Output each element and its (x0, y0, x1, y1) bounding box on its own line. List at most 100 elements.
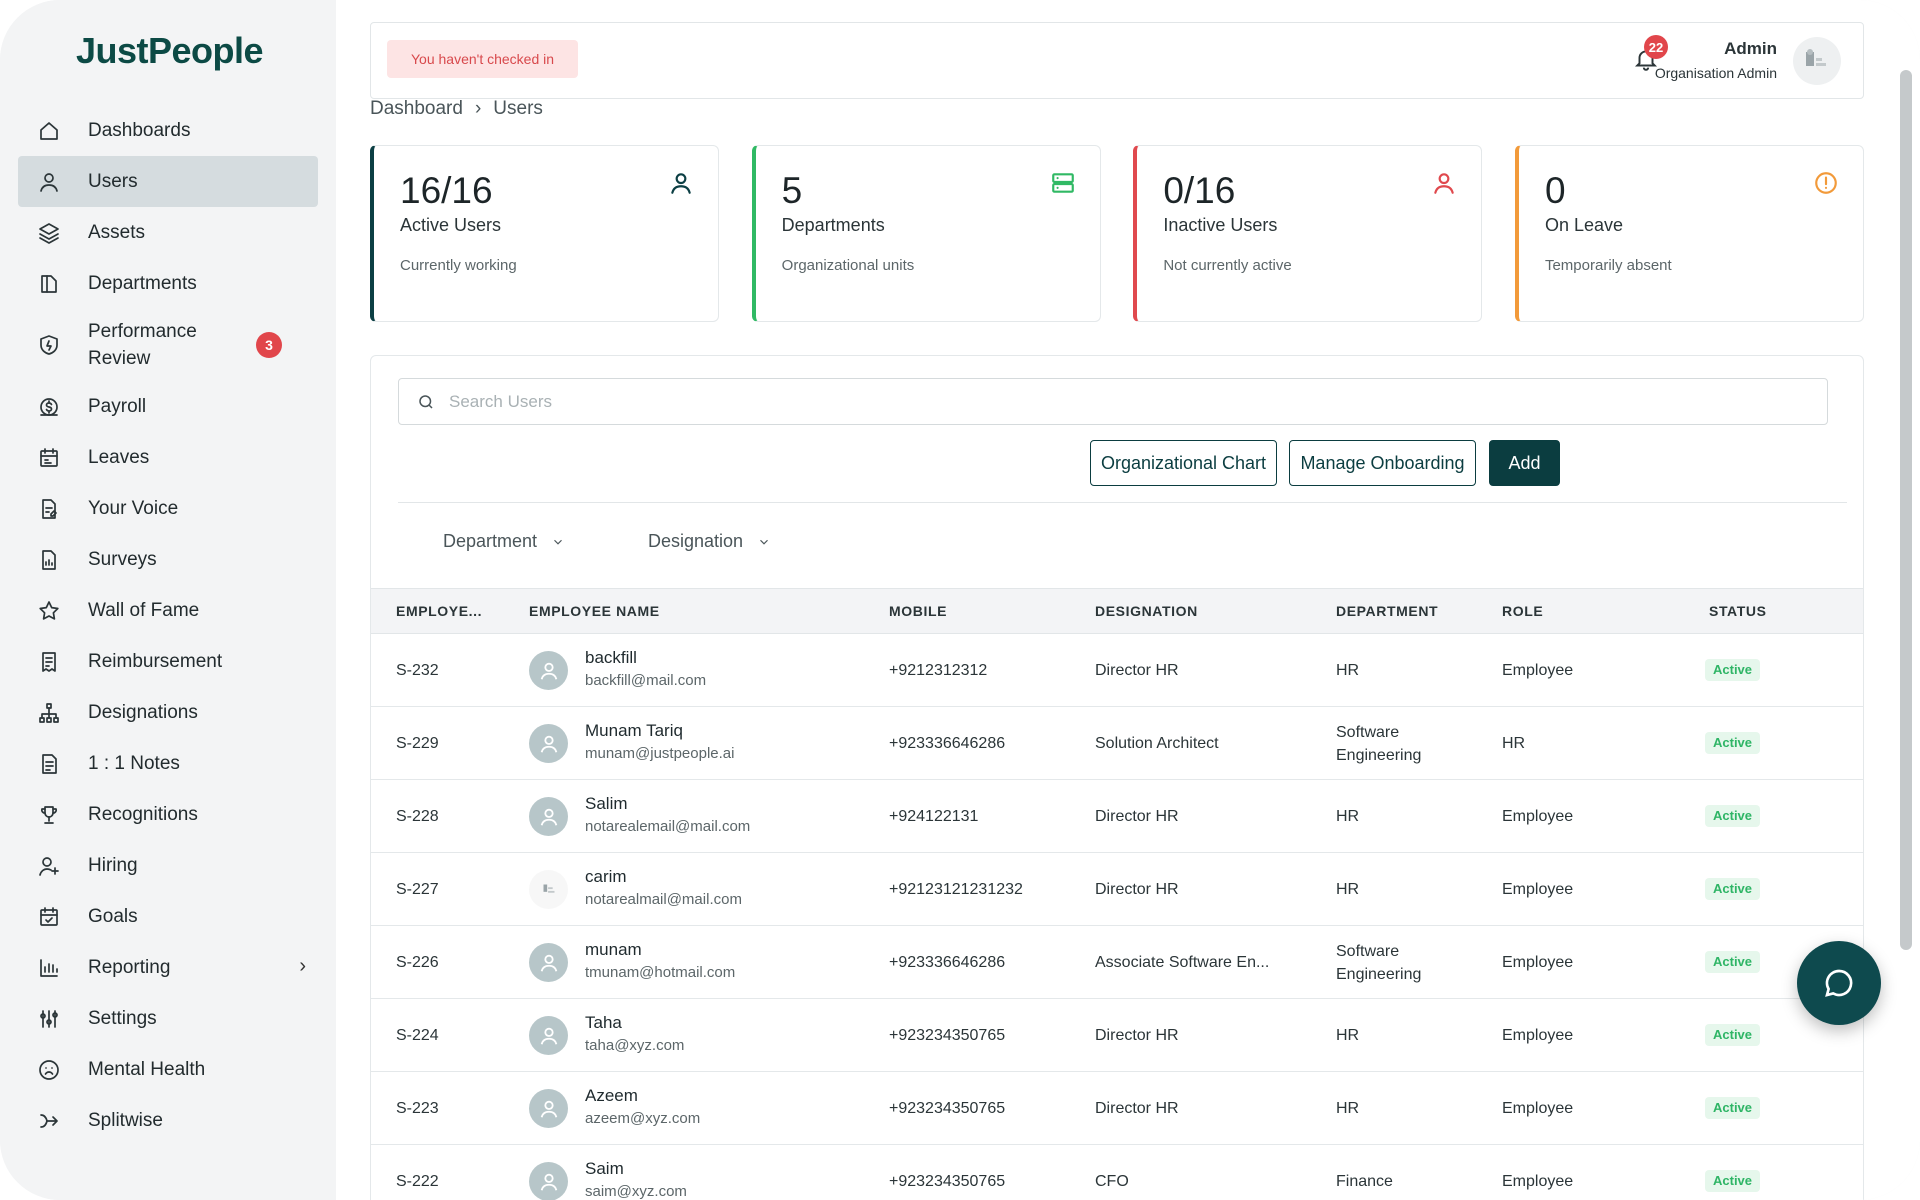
sidebar-item-label: 1 : 1 Notes (88, 753, 180, 774)
manage-onboarding-button[interactable]: Manage Onboarding (1289, 440, 1476, 486)
organizational-chart-button[interactable]: Organizational Chart (1090, 440, 1277, 486)
column-header-employee-id[interactable]: EMPLOYE... (396, 603, 483, 619)
stat-card-active-users[interactable]: 16/16 Active Users Currently working (370, 145, 719, 322)
chat-bubble-icon (1825, 969, 1853, 997)
sidebar-item-label: Splitwise (88, 1110, 163, 1131)
employee-email: azeem@xyz.com (585, 1110, 701, 1127)
employee-id: S-223 (396, 1099, 439, 1117)
designation-filter[interactable]: Designation (648, 531, 771, 552)
sidebar-item-surveys[interactable]: Surveys (18, 534, 318, 585)
sidebar-item-mental-health[interactable]: Mental Health (18, 1044, 318, 1095)
brand-logo[interactable]: JustPeople (76, 30, 264, 71)
avatar (529, 870, 568, 909)
status-badge: Active (1705, 659, 1761, 681)
sidebar-item-reimbursement[interactable]: Reimbursement (18, 636, 318, 687)
sidebar-item-departments[interactable]: Departments (18, 258, 318, 309)
document-edit-icon (36, 496, 62, 522)
sidebar-item-reporting[interactable]: Reporting › (18, 942, 318, 993)
sidebar-item-dashboards[interactable]: Dashboards (18, 105, 318, 156)
search-input[interactable] (449, 391, 1749, 412)
sidebar-item-label: Wall of Fame (88, 600, 200, 621)
table-row[interactable]: S-229 Munam Tariq munam@justpeople.ai +9… (371, 707, 1863, 780)
employee-designation: Associate Software En... (1095, 953, 1270, 971)
sidebar-item-recognitions[interactable]: Recognitions (18, 789, 318, 840)
search-box (398, 378, 1828, 425)
employee-name-cell[interactable]: Salim notarealemail@mail.com (585, 792, 750, 838)
sidebar-item-1-1-notes[interactable]: 1 : 1 Notes (18, 738, 318, 789)
scrollbar[interactable] (1900, 70, 1912, 950)
employee-name-cell[interactable]: Azeem azeem@xyz.com (585, 1084, 700, 1130)
chevron-right-icon[interactable]: › (299, 955, 306, 977)
sidebar-item-splitwise[interactable]: Splitwise (18, 1095, 318, 1146)
sidebar-item-settings[interactable]: Settings (18, 993, 318, 1044)
sidebar-item-your-voice[interactable]: Your Voice (18, 483, 318, 534)
employee-designation: Director HR (1095, 807, 1179, 825)
column-header-mobile[interactable]: MOBILE (889, 603, 948, 619)
column-header-status[interactable]: STATUS (1709, 603, 1767, 619)
employee-name: Munam Tariq (585, 721, 683, 740)
table-row[interactable]: S-226 munam tmunam@hotmail.com +92333664… (371, 926, 1863, 999)
table-row[interactable]: S-228 Salim notarealemail@mail.com +9241… (371, 780, 1863, 853)
breadcrumb-separator: › (474, 98, 482, 119)
table-row[interactable]: S-223 Azeem azeem@xyz.com +923234350765 … (371, 1072, 1863, 1145)
users-table-panel: Organizational Chart Manage Onboarding A… (370, 355, 1864, 1200)
stat-card-inactive-users[interactable]: 0/16 Inactive Users Not currently active (1133, 145, 1483, 322)
employee-department: HR (1336, 1100, 1360, 1117)
sidebar-item-assets[interactable]: Assets (18, 207, 318, 258)
column-header-designation[interactable]: DESIGNATION (1095, 603, 1198, 619)
table-row[interactable]: S-222 Saim saim@xyz.com +923234350765 CF… (371, 1145, 1863, 1200)
employee-name-cell[interactable]: carim notarealmail@mail.com (585, 865, 742, 911)
employee-name: Taha (585, 1013, 622, 1032)
employee-designation: Director HR (1095, 661, 1179, 679)
chat-button[interactable] (1797, 941, 1881, 1025)
employee-name: carim (585, 867, 627, 886)
sidebar-item-users[interactable]: Users (18, 156, 318, 207)
column-header-role[interactable]: ROLE (1502, 603, 1544, 619)
table-row[interactable]: S-232 backfill backfill@mail.com +921231… (371, 634, 1863, 707)
stat-value: 5 (781, 170, 803, 211)
stat-title: Departments (781, 215, 885, 235)
sidebar-item-goals[interactable]: Goals (18, 891, 318, 942)
stat-subtitle: Not currently active (1163, 257, 1292, 274)
sidebar-item-designations[interactable]: Designations (18, 687, 318, 738)
employee-department: Software Engineering (1336, 942, 1422, 983)
stat-card-departments[interactable]: 5 Departments Organizational units (751, 145, 1101, 322)
employee-name-cell[interactable]: Munam Tariq munam@justpeople.ai (585, 719, 734, 765)
checkin-status-banner[interactable]: You haven't checked in (387, 40, 579, 78)
table-row[interactable]: S-224 Taha taha@xyz.com +923234350765 Di… (371, 999, 1863, 1072)
add-user-button[interactable]: Add (1489, 440, 1560, 486)
sidebar-item-performance-review[interactable]: Performance Review 3 (18, 309, 318, 381)
sidebar-item-leaves[interactable]: Leaves (18, 432, 318, 483)
sidebar-item-label: Goals (88, 906, 138, 927)
sidebar-item-payroll[interactable]: Payroll (18, 381, 318, 432)
stat-subtitle: Organizational units (781, 257, 915, 274)
avatar (529, 724, 568, 763)
avatar (529, 651, 568, 690)
employee-name-cell[interactable]: Taha taha@xyz.com (585, 1011, 684, 1057)
user-icon (36, 169, 62, 195)
sidebar-item-hiring[interactable]: Hiring (18, 840, 318, 891)
user-icon (540, 662, 557, 680)
table-row[interactable]: S-227 carim notarealmail@mail.com +92123… (371, 853, 1863, 926)
stat-card-on-leave[interactable]: 0 On Leave Temporarily absent (1514, 145, 1864, 322)
breadcrumb-dashboard-link[interactable]: Dashboard (370, 98, 463, 119)
user-name[interactable]: Admin (1724, 39, 1777, 58)
sidebar: JustPeople Dashboards Users Assets Depar… (0, 0, 336, 1200)
department-filter[interactable]: Department (443, 531, 565, 552)
employee-mobile: +923234350765 (889, 1172, 1006, 1190)
server-icon (1050, 170, 1078, 198)
employee-id: S-229 (396, 734, 439, 752)
sidebar-item-wall-of-fame[interactable]: Wall of Fame (18, 585, 318, 636)
employee-name-cell[interactable]: backfill backfill@mail.com (585, 646, 706, 692)
stat-title: On Leave (1544, 215, 1624, 235)
avatar[interactable] (1793, 37, 1841, 85)
user-icon (540, 1173, 557, 1191)
breadcrumb: Dashboard › Users (370, 98, 543, 120)
employee-name-cell[interactable]: munam tmunam@hotmail.com (585, 938, 735, 984)
employee-mobile: +92123121231232 (889, 880, 1023, 898)
stat-title: Active Users (400, 215, 502, 235)
employee-name-cell[interactable]: Saim saim@xyz.com (585, 1157, 687, 1200)
column-header-department[interactable]: DEPARTMENT (1336, 603, 1439, 619)
column-header-employee-name[interactable]: EMPLOYEE NAME (529, 603, 660, 619)
employee-mobile: +924122131 (889, 807, 979, 825)
